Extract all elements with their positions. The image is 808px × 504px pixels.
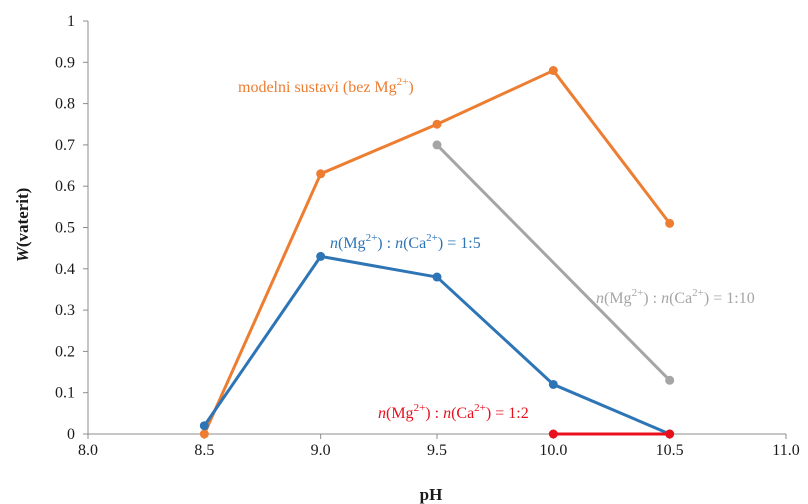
data-point (548, 429, 558, 439)
series-label-part: n (596, 290, 604, 307)
series-labels: modelni sustavi (bez Mg2+)n(Mg2+) : n(Ca… (238, 76, 755, 422)
series-label-part: n (443, 405, 451, 422)
series-label-part: (Mg (338, 235, 366, 252)
y-tick-label: 0.1 (55, 385, 75, 402)
series-label-part: 2+ (397, 76, 409, 88)
series-label-part: (Ca (669, 290, 692, 307)
axes: 8.0 8.5 9.0 9.5 10.0 10.5 11.0 0 0.1 0.2 0.3 0.4 0.5… (55, 13, 800, 459)
series-label-part: (Ca (403, 235, 426, 252)
data-point (316, 169, 326, 179)
data-point (316, 251, 326, 261)
x-axis-title: pH (420, 485, 443, 504)
y-tick-label: 0.2 (55, 343, 75, 360)
x-tick-label: 11.0 (772, 442, 799, 459)
y-axis-title-symbol: W (13, 245, 32, 262)
x-tick-label: 10.5 (656, 442, 684, 459)
series-label-part: n (661, 290, 669, 307)
series-label-part: ) = 1:10 (704, 290, 755, 307)
x-tick-label: 8.5 (194, 442, 214, 459)
x-tick-label: 8.0 (78, 442, 98, 459)
y-tick-label: 0.3 (55, 302, 75, 319)
x-tick-label: 9.5 (427, 442, 447, 459)
data-point (432, 119, 442, 129)
series-label-part: ) = 1:2 (486, 405, 529, 422)
series-label-0: modelni sustavi (bez Mg2+) (238, 76, 414, 96)
series-label-part: 2+ (414, 402, 426, 414)
y-tick-label: 0.5 (55, 220, 75, 237)
series-label-part: 2+ (474, 402, 486, 414)
y-tick-label: 1 (67, 13, 75, 30)
series-label-2: n(Mg2+) : n(Ca2+) = 1:10 (596, 287, 755, 307)
y-axis-title-text: (vaterit) (13, 188, 32, 247)
data-point (665, 429, 675, 439)
data-point (432, 140, 442, 150)
series-label-part: 2+ (426, 232, 438, 244)
series-label-part: 2+ (632, 287, 644, 299)
series-label-part: ) : (643, 290, 661, 307)
y-axis-title: W(vaterit) (13, 188, 32, 263)
series-label-part: 2+ (692, 287, 704, 299)
series-label-part: ) : (377, 235, 395, 252)
y-tick-label: 0.4 (55, 261, 75, 278)
series-label-part: n (330, 235, 338, 252)
y-tick-label: 0.7 (55, 137, 75, 154)
series-label-part: (Ca (451, 405, 474, 422)
x-tick-label: 10.0 (539, 442, 567, 459)
data-point (432, 272, 442, 282)
y-tick-label: 0.6 (55, 178, 75, 195)
series-label-part: (Mg (604, 290, 632, 307)
series-label-3: n(Mg2+) : n(Ca2+) = 1:2 (378, 402, 529, 422)
series-label-part: ) (408, 79, 413, 96)
series-label-part: n (395, 235, 403, 252)
data-point (665, 218, 675, 228)
series-label-part: ) = 1:5 (438, 235, 481, 252)
data-point (665, 375, 675, 385)
series-label-part: ) : (425, 405, 443, 422)
series-label-part: (Mg (386, 405, 414, 422)
series-line-2 (435, 143, 671, 382)
data-point (548, 66, 558, 76)
y-tick-label: 0.9 (55, 54, 75, 71)
y-tick-label: 0.8 (55, 96, 75, 113)
data-point (199, 421, 209, 431)
series-label-1: n(Mg2+) : n(Ca2+) = 1:5 (330, 232, 481, 252)
series-label-part: 2+ (366, 232, 378, 244)
data-point (199, 429, 209, 439)
series-group (199, 66, 675, 439)
data-point (548, 379, 558, 389)
series-label-part: modelni sustavi (bez Mg (238, 79, 397, 96)
x-tick-label: 9.0 (311, 442, 331, 459)
y-tick-label: 0 (67, 426, 75, 443)
series-label-part: n (378, 405, 386, 422)
